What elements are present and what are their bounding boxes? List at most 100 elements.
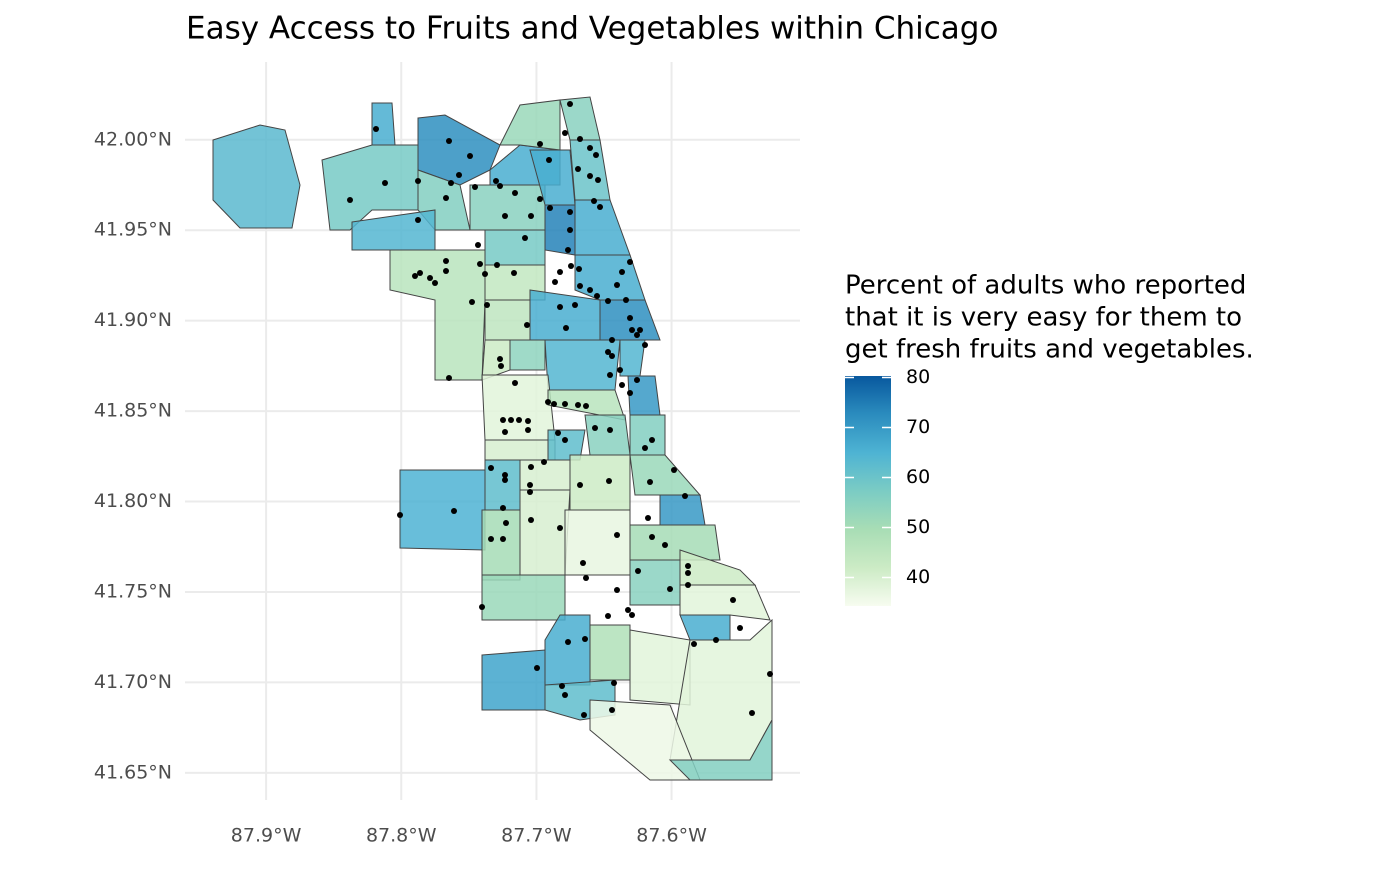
store-point <box>562 401 568 407</box>
x-tick-label: 87.7°W <box>501 825 572 847</box>
store-point <box>497 183 503 189</box>
store-point <box>567 101 573 107</box>
store-point <box>552 279 558 285</box>
store-point <box>488 536 494 542</box>
store-point <box>649 437 655 443</box>
store-point <box>623 297 629 303</box>
store-point <box>737 625 743 631</box>
store-point <box>572 302 578 308</box>
store-point <box>635 568 641 574</box>
store-point <box>456 172 462 178</box>
y-tick-label: 41.75°N <box>94 580 172 602</box>
store-point <box>597 204 603 210</box>
x-tick-label: 87.8°W <box>366 825 437 847</box>
store-point <box>614 532 620 538</box>
store-point <box>497 356 503 362</box>
community-area <box>484 229 546 266</box>
store-point <box>522 235 528 241</box>
store-point <box>609 337 615 343</box>
store-point <box>494 262 500 268</box>
store-point <box>524 322 530 328</box>
store-point <box>511 270 517 276</box>
community-area <box>679 584 771 621</box>
y-tick-label: 41.85°N <box>94 400 172 422</box>
store-point <box>427 275 433 281</box>
community-area <box>481 509 521 581</box>
store-point <box>637 327 643 333</box>
store-point <box>576 266 582 272</box>
store-point <box>577 136 583 142</box>
store-point <box>557 269 563 275</box>
store-point <box>619 382 625 388</box>
store-point <box>713 637 719 643</box>
store-point <box>629 612 635 618</box>
community-area <box>619 339 646 377</box>
community-area <box>389 249 486 381</box>
chart-title: Easy Access to Fruits and Vegetables wit… <box>186 11 998 47</box>
store-point <box>607 372 613 378</box>
store-point <box>625 607 631 613</box>
store-point <box>642 445 648 451</box>
store-point <box>562 130 568 136</box>
community-area <box>499 99 561 151</box>
store-point <box>482 271 488 277</box>
store-point <box>415 217 421 223</box>
y-tick-label: 41.95°N <box>94 219 172 241</box>
store-point <box>617 367 623 373</box>
store-point <box>606 478 612 484</box>
store-point <box>534 665 540 671</box>
community-area <box>564 509 631 576</box>
store-point <box>685 582 691 588</box>
store-point <box>645 515 651 521</box>
store-point <box>605 613 611 619</box>
community-area <box>509 339 546 371</box>
store-point <box>580 560 586 566</box>
store-point <box>662 542 668 548</box>
community-area <box>371 102 396 146</box>
store-point <box>347 197 353 203</box>
store-point <box>525 427 531 433</box>
store-point <box>749 710 755 716</box>
legend-tick-label: 60 <box>906 466 930 488</box>
store-point <box>565 247 571 253</box>
store-point <box>475 242 481 248</box>
store-point <box>627 259 633 265</box>
store-point <box>397 512 403 518</box>
store-point <box>642 342 648 348</box>
store-point <box>528 517 534 523</box>
store-point <box>593 152 599 158</box>
store-point <box>417 270 423 276</box>
community-area <box>584 414 631 456</box>
store-point <box>607 427 613 433</box>
store-point <box>595 177 601 183</box>
store-point <box>629 327 635 333</box>
store-point <box>541 459 547 465</box>
store-point <box>373 126 379 132</box>
store-point <box>502 213 508 219</box>
legend-tick-label: 80 <box>906 366 930 388</box>
store-point <box>412 273 418 279</box>
community-area <box>629 559 681 606</box>
store-point <box>609 353 615 359</box>
store-point <box>500 505 506 511</box>
community-area <box>519 489 571 576</box>
store-point <box>500 536 506 542</box>
store-point <box>563 325 569 331</box>
store-point <box>443 258 449 264</box>
store-point <box>557 304 563 310</box>
store-point <box>730 597 736 603</box>
store-point <box>448 180 454 186</box>
store-point <box>577 283 583 289</box>
store-point <box>508 417 514 423</box>
store-point <box>525 418 531 424</box>
store-point <box>545 399 551 405</box>
store-point <box>685 563 691 569</box>
community-area <box>484 439 556 461</box>
community-area <box>668 719 773 781</box>
store-point <box>382 180 388 186</box>
community-area <box>481 339 511 381</box>
community-area <box>469 184 546 231</box>
store-point <box>498 363 504 369</box>
store-point <box>634 332 640 338</box>
store-point <box>565 639 571 645</box>
